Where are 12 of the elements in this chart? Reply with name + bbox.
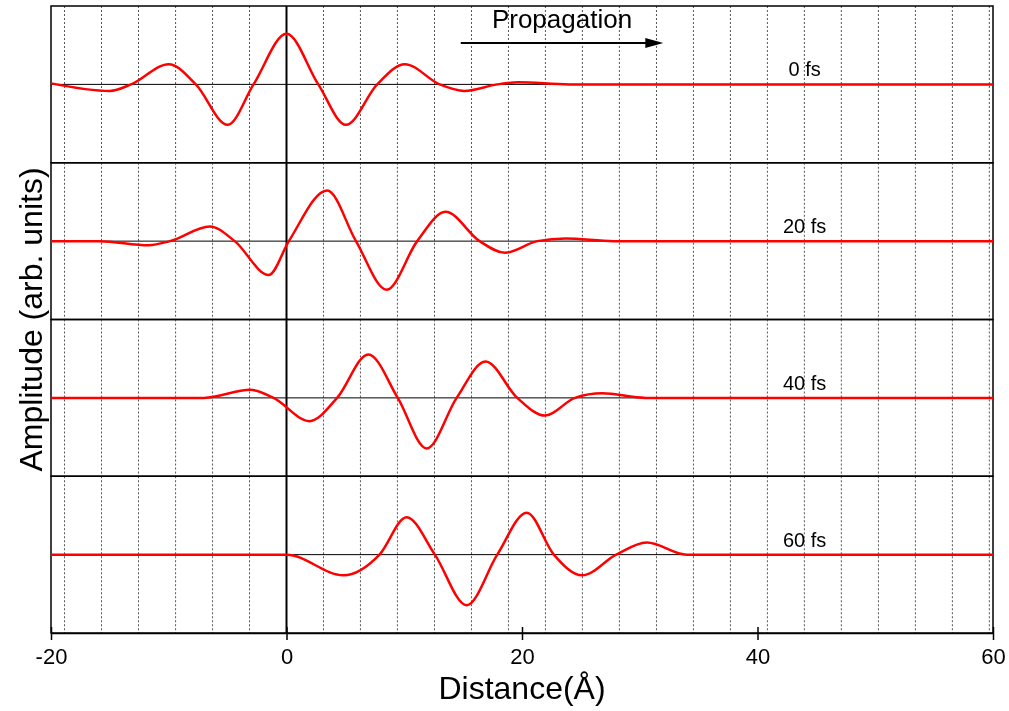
annotation: Propagation (491, 4, 633, 34)
series-label: 40 fs (782, 371, 827, 394)
x-tick-label: -20 (35, 644, 68, 669)
x-tick-label: 40 (745, 644, 771, 669)
x-tick-label: 20 (510, 644, 535, 669)
x-axis-title: Distance(Å) (438, 670, 606, 706)
x-tick-label: 60 (981, 644, 1006, 669)
series-label: 60 fs (782, 528, 827, 551)
series-label: 0 fs (788, 58, 821, 81)
series-label: 20 fs (782, 215, 827, 238)
y-axis-title: Amplitude (arb. units) (13, 167, 49, 472)
x-tick-label: 0 (280, 644, 294, 669)
